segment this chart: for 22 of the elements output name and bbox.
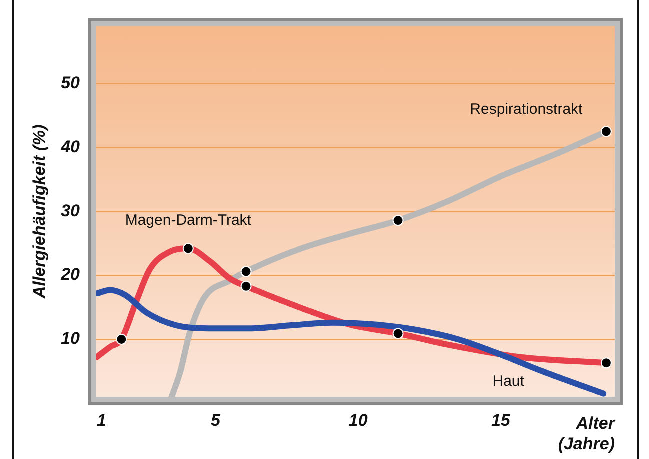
y-tick-label: 40 — [60, 137, 81, 156]
point — [600, 126, 612, 138]
series-label: Haut — [492, 372, 526, 390]
point — [240, 280, 252, 292]
point — [600, 358, 612, 369]
x-axis-title: Alter (Jahre) — [558, 414, 616, 454]
y-tick-label: 50 — [61, 73, 81, 92]
y-tick-label: 30 — [61, 201, 81, 220]
point — [392, 328, 404, 340]
y-axis-title: Allergiehäufigkeit (%) — [30, 124, 49, 300]
x-tick-label: 15 — [491, 410, 511, 430]
point — [182, 243, 194, 254]
y-tick-label: 20 — [60, 265, 81, 284]
series-label: Respirationstrakt — [470, 100, 584, 118]
point — [392, 215, 404, 226]
series-label: Magen-Darm-Trakt — [125, 212, 252, 229]
x-tick-label: 10 — [348, 410, 368, 430]
point — [116, 334, 128, 345]
x-tick-label: 5 — [211, 410, 222, 430]
point — [240, 266, 252, 278]
y-tick-label: 10 — [61, 329, 81, 348]
x-tick-label: 1 — [96, 410, 106, 430]
